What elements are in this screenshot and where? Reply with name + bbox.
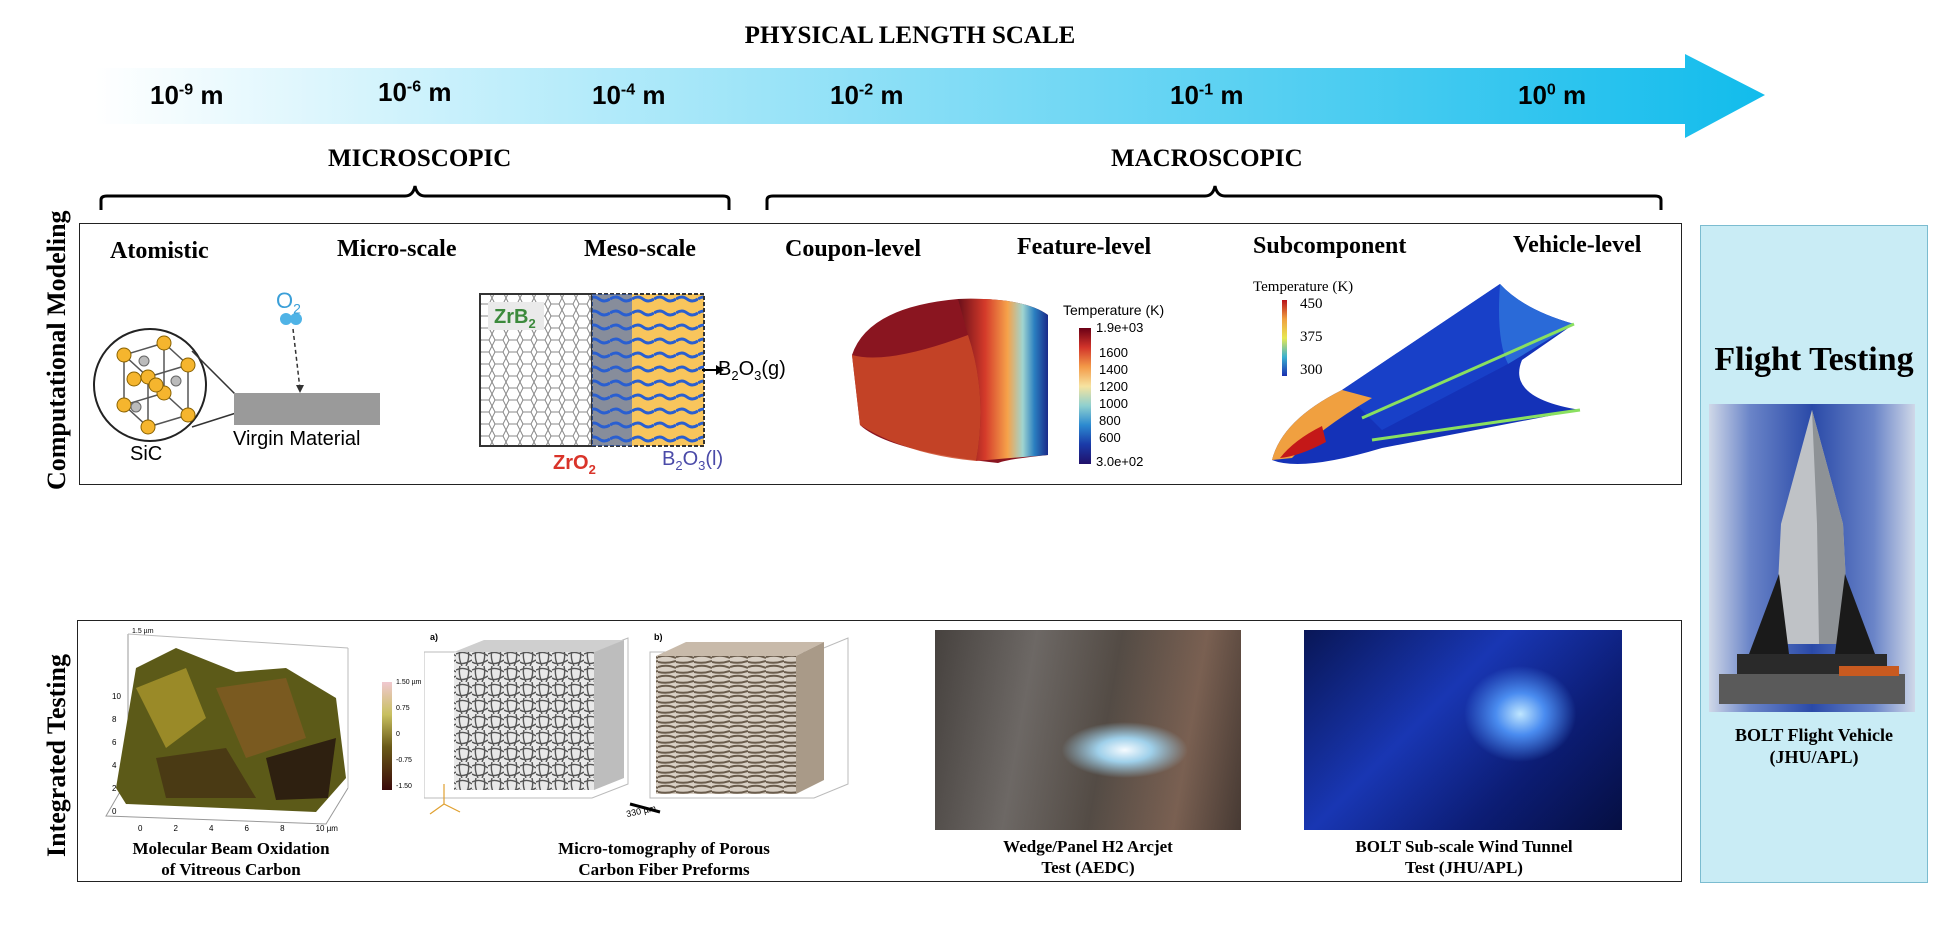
macro-brace [765, 185, 1663, 210]
coupon-legend-600: 600 [1099, 430, 1121, 445]
level-subcomponent: Subcomponent [1253, 233, 1407, 259]
coupon-simulation-render [852, 298, 1048, 463]
wind-tunnel-caption-line: Test (JHU/APL) [1405, 858, 1523, 877]
tick-1e-1: 10-1 m [1170, 80, 1244, 110]
mbo-x-ticks: 0 2 4 6 8 10 µm [138, 824, 338, 833]
mbo-caption-line: of Vitreous Carbon [161, 860, 301, 879]
ct-caption-line: Carbon Fiber Preforms [578, 860, 750, 879]
mbo-surface-plot [105, 633, 392, 825]
zrb2-label: ZrB2 [494, 306, 536, 331]
tick-1e0: 100 m [1518, 80, 1587, 110]
sub-colorbar [1282, 300, 1287, 376]
tick-1e-6: 10-6 m [378, 77, 452, 107]
sub-legend-title: Temperature (K) [1253, 279, 1354, 295]
sub-legend-375: 375 [1300, 329, 1323, 345]
ct-label-a: a) [430, 632, 439, 642]
arcjet-caption-line: Wedge/Panel H2 Arcjet [1003, 837, 1173, 856]
bolt-flight-vehicle-photo [1709, 404, 1915, 712]
mbo-cbar-top: 1.50 µm [396, 679, 422, 686]
coupon-colorbar [1079, 328, 1091, 464]
microtomography-images [424, 637, 849, 815]
zro2-label: ZrO2 [553, 452, 596, 477]
o2-label: O2 [276, 288, 301, 317]
mbo-x-tick: 0 [138, 824, 143, 833]
mbo-y-tick: 10 [112, 692, 121, 701]
bolt-flight-caption-line: BOLT Flight Vehicle [1734, 725, 1894, 745]
ct-caption: Micro-tomography of Porous Carbon Fiber … [525, 838, 803, 880]
atomistic-illustration [93, 313, 380, 442]
mbo-x-tick: 10 µm [315, 824, 338, 833]
arcjet-caption: Wedge/Panel H2 Arcjet Test (AEDC) [950, 836, 1226, 878]
region-braces [99, 185, 1663, 210]
virgin-material-label: Virgin Material [233, 428, 361, 450]
region-microscopic: MICROSCOPIC [328, 145, 512, 172]
flight-testing-column: Flight Testing BOLT Flight Vehicle (JHU/… [1700, 225, 1928, 883]
coupon-legend-800: 800 [1099, 413, 1121, 428]
b2o3-gas-arrow [702, 365, 724, 375]
level-feature: Feature-level [1017, 234, 1152, 260]
coupon-legend-min: 3.0e+02 [1096, 454, 1144, 469]
meso-scale-illustration [479, 293, 705, 447]
region-macroscopic: MACROSCOPIC [1111, 145, 1303, 172]
mbo-z-label: 1.5 µm [132, 628, 154, 635]
flight-testing-title: Flight Testing [1714, 341, 1914, 378]
ct-caption-line: Micro-tomography of Porous [558, 839, 770, 858]
tick-1e-4: 10-4 m [592, 80, 666, 110]
sub-legend-450: 450 [1300, 296, 1323, 312]
b2o3-liquid-label: B2O3(l) [662, 448, 724, 473]
computational-modeling-label: Computational Modeling [42, 210, 71, 490]
bolt-flight-caption: BOLT Flight Vehicle (JHU/APL) [1701, 724, 1927, 768]
ct-label-b: b) [654, 632, 663, 642]
mbo-cbar-3: 0 [396, 731, 400, 738]
level-vehicle: Vehicle-level [1513, 232, 1642, 258]
coupon-legend-1200: 1200 [1099, 379, 1128, 394]
mbo-y-ticks: 0 2 4 6 8 10 [112, 692, 121, 816]
wind-tunnel-caption-line: BOLT Sub-scale Wind Tunnel [1355, 837, 1573, 856]
coupon-legend-1600: 1600 [1099, 345, 1128, 360]
coupon-legend-title: Temperature (K) [1063, 302, 1165, 318]
length-scale-arrow [95, 54, 1765, 138]
vehicle-simulation-render [1272, 284, 1581, 464]
mbo-x-tick: 4 [209, 824, 214, 833]
integrated-testing-label: Integrated Testing [42, 654, 71, 858]
b2o3-gas-label: B2O3(g) [718, 358, 786, 383]
tick-1e-9: 10-9 m [150, 80, 224, 110]
tick-1e-2: 10-2 m [830, 80, 904, 110]
scale-title: PHYSICAL LENGTH SCALE [744, 22, 1076, 49]
mbo-caption-line: Molecular Beam Oxidation [132, 839, 330, 858]
wind-tunnel-caption: BOLT Sub-scale Wind Tunnel Test (JHU/APL… [1316, 836, 1612, 878]
mbo-y-tick: 8 [112, 715, 117, 724]
arcjet-photo [935, 630, 1241, 830]
mbo-y-tick: 4 [112, 761, 117, 770]
mbo-caption: Molecular Beam Oxidation of Vitreous Car… [104, 838, 358, 880]
sub-legend-300: 300 [1300, 362, 1323, 378]
wind-tunnel-photo [1304, 630, 1622, 830]
micro-brace [99, 185, 731, 210]
coupon-legend-1000: 1000 [1099, 396, 1128, 411]
level-micro-scale: Micro-scale [337, 236, 457, 262]
mbo-cbar-4: -0.75 [396, 757, 412, 764]
bolt-flight-caption-line: (JHU/APL) [1769, 747, 1859, 767]
mbo-x-tick: 2 [173, 824, 178, 833]
mbo-y-tick: 2 [112, 784, 117, 793]
coupon-legend-max: 1.9e+03 [1096, 320, 1144, 335]
sic-label: SiC [130, 443, 163, 465]
coupon-legend-1400: 1400 [1099, 362, 1128, 377]
level-meso-scale: Meso-scale [584, 236, 696, 262]
mbo-y-tick: 6 [112, 738, 117, 747]
level-atomistic: Atomistic [110, 238, 209, 264]
bolt-vehicle-shape [1719, 410, 1905, 704]
mbo-cbar-2: 0.75 [396, 705, 410, 712]
mbo-x-tick: 8 [280, 824, 285, 833]
mbo-x-tick: 6 [244, 824, 249, 833]
mbo-cbar-bottom: -1.50 [396, 783, 412, 790]
mbo-y-tick: 0 [112, 807, 117, 816]
arcjet-caption-line: Test (AEDC) [1041, 858, 1135, 877]
level-coupon: Coupon-level [785, 236, 922, 262]
